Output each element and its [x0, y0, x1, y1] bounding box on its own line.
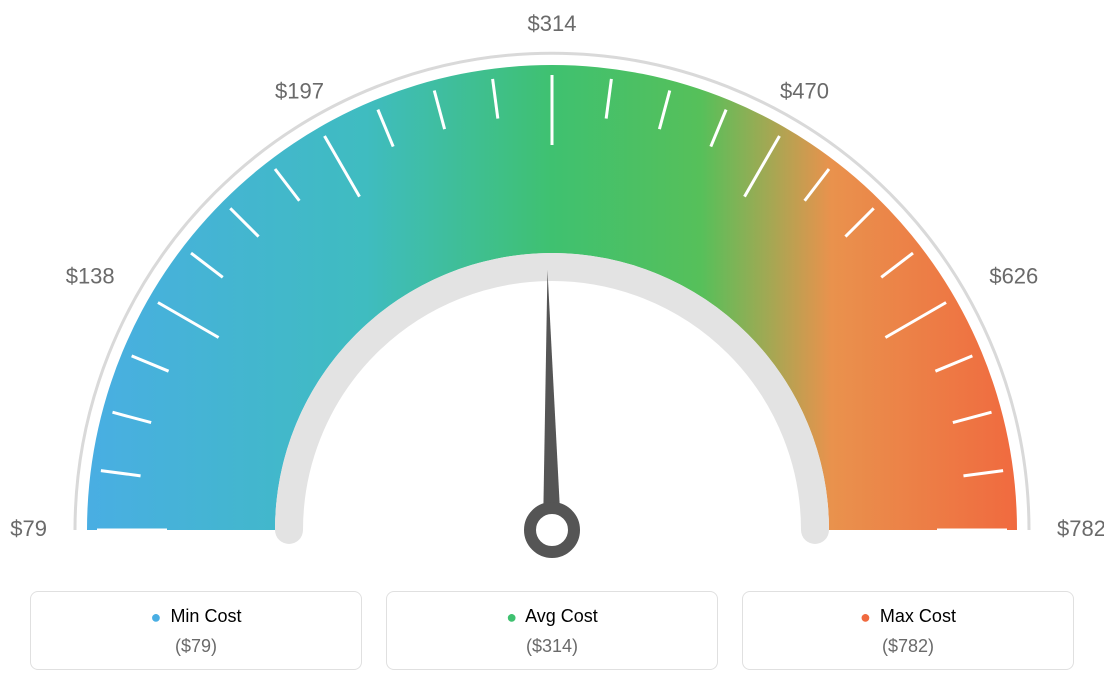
dot-icon: ● — [506, 607, 517, 627]
legend-label: Avg Cost — [525, 606, 598, 626]
dot-icon: ● — [860, 607, 871, 627]
legend-min: ● Min Cost ($79) — [30, 591, 362, 670]
svg-text:$138: $138 — [66, 263, 115, 288]
svg-text:$314: $314 — [528, 11, 577, 36]
legend-value: ($782) — [753, 636, 1063, 657]
dot-icon: ● — [151, 607, 162, 627]
svg-text:$79: $79 — [10, 516, 47, 541]
svg-text:$626: $626 — [989, 263, 1038, 288]
legend-value: ($79) — [41, 636, 351, 657]
legend-value: ($314) — [397, 636, 707, 657]
cost-gauge: $79 $138 $197 $314 $470 $626 $782 — [0, 0, 1104, 560]
svg-text:$197: $197 — [275, 78, 324, 103]
svg-text:$470: $470 — [780, 78, 829, 103]
svg-text:$782: $782 — [1057, 516, 1104, 541]
legend-max: ● Max Cost ($782) — [742, 591, 1074, 670]
legend-avg: ● Avg Cost ($314) — [386, 591, 718, 670]
legend-row: ● Min Cost ($79) ● Avg Cost ($314) ● Max… — [0, 591, 1104, 670]
legend-label: Min Cost — [170, 606, 241, 626]
legend-label: Max Cost — [880, 606, 956, 626]
